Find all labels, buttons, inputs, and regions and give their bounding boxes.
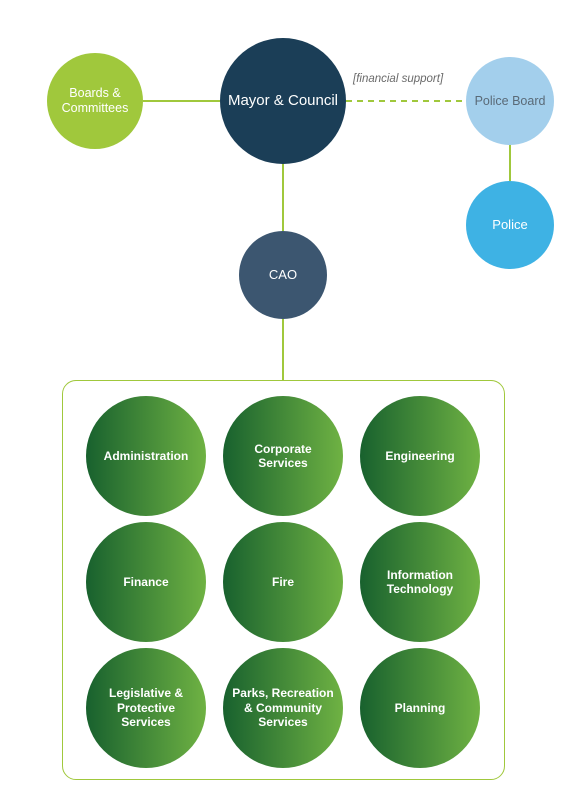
- department-node: Information Technology: [360, 522, 480, 642]
- node-police: Police: [466, 181, 554, 269]
- department-label: Parks, Recreation & Community Services: [231, 686, 335, 729]
- department-label: Finance: [123, 575, 168, 589]
- node-label: Boards & Committees: [53, 86, 137, 116]
- edge-label-financial-support: [financial support]: [353, 73, 443, 85]
- department-node: Corporate Services: [223, 396, 343, 516]
- department-node: Planning: [360, 648, 480, 768]
- department-label: Engineering: [385, 449, 454, 463]
- node-mayor-council: Mayor & Council: [220, 38, 346, 164]
- department-label: Administration: [104, 449, 189, 463]
- department-label: Corporate Services: [231, 442, 335, 471]
- department-label: Information Technology: [368, 568, 472, 597]
- department-label: Legislative & Protective Services: [94, 686, 198, 729]
- department-node: Administration: [86, 396, 206, 516]
- node-label: Police: [492, 217, 527, 233]
- node-cao: CAO: [239, 231, 327, 319]
- department-label: Fire: [272, 575, 294, 589]
- node-label: Mayor & Council: [228, 92, 338, 110]
- edge-label-text: [financial support]: [353, 73, 443, 85]
- department-node: Finance: [86, 522, 206, 642]
- department-node: Engineering: [360, 396, 480, 516]
- department-node: Legislative & Protective Services: [86, 648, 206, 768]
- node-boards-committees: Boards & Committees: [47, 53, 143, 149]
- department-node: Parks, Recreation & Community Services: [223, 648, 343, 768]
- node-label: CAO: [269, 267, 297, 283]
- department-label: Planning: [395, 701, 446, 715]
- org-chart: Boards & Committees Mayor & Council Poli…: [0, 0, 576, 792]
- node-label: Police Board: [475, 94, 546, 109]
- node-police-board: Police Board: [466, 57, 554, 145]
- department-node: Fire: [223, 522, 343, 642]
